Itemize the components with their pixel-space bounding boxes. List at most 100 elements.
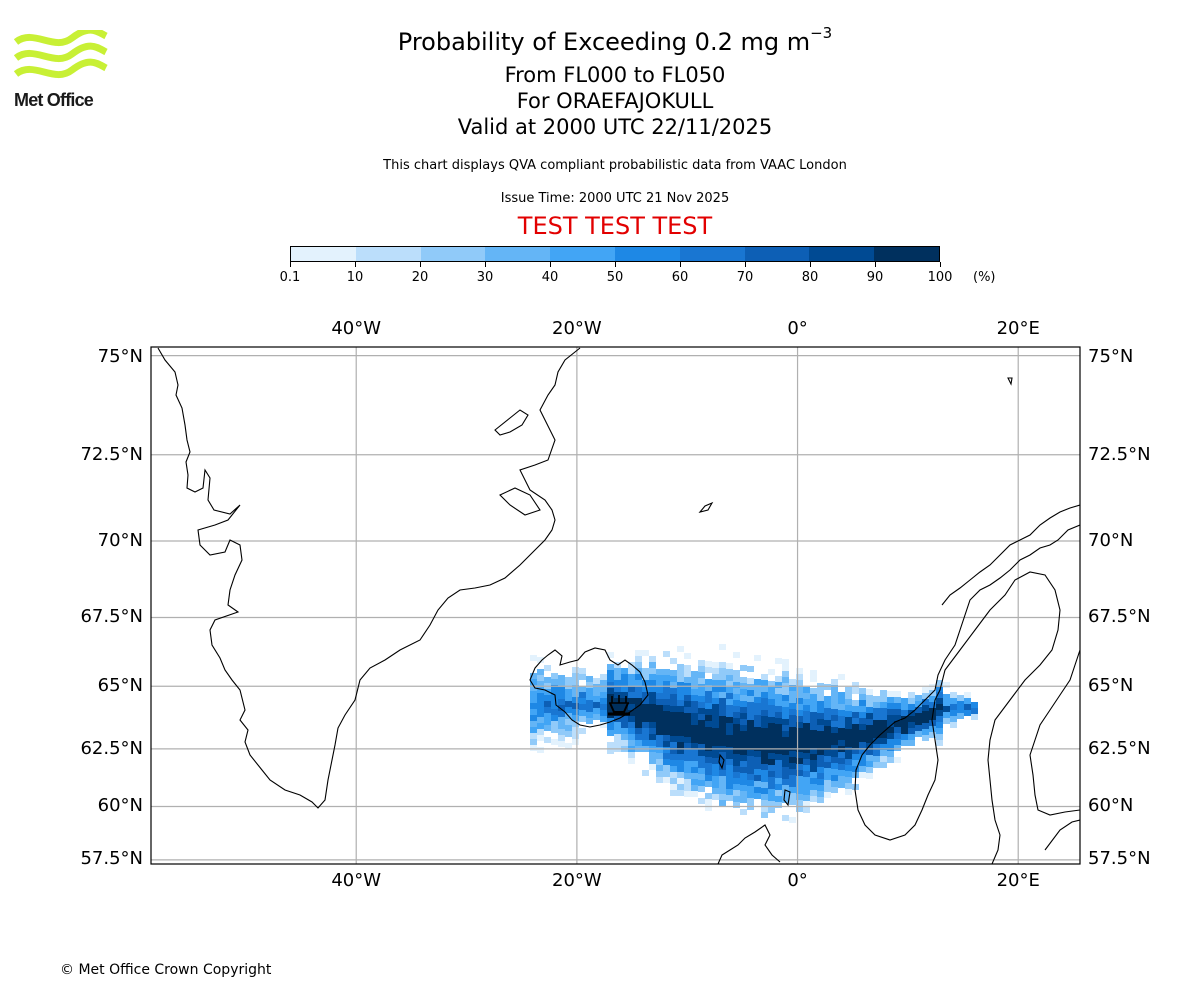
plume-cell (733, 784, 740, 790)
map-frame (150, 346, 1081, 865)
plume-cell (649, 662, 656, 668)
plume-cell (747, 768, 754, 774)
plume-cell (796, 776, 803, 782)
plume-cell (586, 676, 593, 682)
plume-cell (565, 707, 572, 713)
plume-cell (537, 681, 544, 687)
plume-cell (936, 704, 943, 710)
plume-cell (747, 780, 754, 786)
plume-cell (705, 751, 712, 757)
plume-cell (796, 674, 803, 680)
plume-cell (530, 685, 537, 691)
plume-cell (754, 733, 761, 739)
colorbar (290, 246, 940, 262)
plume-cell (628, 674, 635, 680)
plume-cell (796, 788, 803, 794)
plume-cell (775, 724, 782, 730)
copyright-notice: © Met Office Crown Copyright (60, 962, 272, 978)
plume-cell (551, 685, 558, 691)
plume-cell (684, 737, 691, 743)
plume-cell (775, 676, 782, 682)
plume-cell (642, 692, 649, 698)
plume-cell (558, 717, 565, 723)
plume-cell (768, 741, 775, 747)
plume-cell (530, 715, 537, 721)
plume-cell (698, 720, 705, 726)
plume-cell (747, 714, 754, 720)
plume-cell (656, 747, 663, 753)
plume-cell (831, 709, 838, 715)
plume-cell (831, 733, 838, 739)
plume-cell (558, 681, 565, 687)
plume-cell (810, 736, 817, 742)
plume-cell (698, 732, 705, 738)
plume-cell (782, 689, 789, 695)
plume-cell (831, 715, 838, 721)
plume-cell (817, 743, 824, 749)
plume-cell (873, 696, 880, 702)
plume-cell (684, 725, 691, 731)
plume-cell (971, 702, 978, 708)
plume-cell (789, 733, 796, 739)
plume-cell (663, 747, 670, 753)
plume-cell (761, 758, 768, 764)
plume-cell (761, 776, 768, 782)
met-office-waves-icon (13, 26, 108, 79)
plume-cell (656, 759, 663, 765)
plume-cell (663, 693, 670, 699)
plume-cell (810, 712, 817, 718)
plume-cell (817, 713, 824, 719)
plume-cell (635, 710, 642, 716)
plume-cell (810, 784, 817, 790)
plume-cell (894, 721, 901, 727)
plume-cell (642, 674, 649, 680)
plume-cell (845, 753, 852, 759)
plume-cell (607, 664, 614, 670)
plume-cell (936, 740, 943, 746)
plume-cell (677, 682, 684, 688)
plume-cell (712, 788, 719, 794)
plume-cell (936, 692, 943, 698)
plume-cell (845, 699, 852, 705)
plume-cell (789, 739, 796, 745)
plume-cell (572, 733, 579, 739)
plume-cell (768, 693, 775, 699)
plume-cell (537, 699, 544, 705)
plume-cell (649, 722, 656, 728)
plume-cell (733, 700, 740, 706)
plume-cell (852, 712, 859, 718)
plume-cell (740, 695, 747, 701)
plume-cell (558, 729, 565, 735)
plume-cell (810, 754, 817, 760)
plume-cell (649, 668, 656, 674)
ash-probability-plume (530, 644, 978, 823)
plume-cell (782, 815, 789, 821)
plume-cell (719, 752, 726, 758)
plume-cell (740, 767, 747, 773)
plume-cell (530, 721, 537, 727)
logo-text: Met Office (14, 90, 94, 110)
plume-cell (740, 701, 747, 707)
plume-cell (670, 670, 677, 676)
plume-cell (817, 755, 824, 761)
plume-cell (558, 687, 565, 693)
plume-cell (719, 776, 726, 782)
plume-cell (726, 705, 733, 711)
plume-cell (621, 686, 628, 692)
plume-cell (908, 698, 915, 704)
plume-cell (635, 734, 642, 740)
plume-cell (530, 739, 537, 745)
plume-cell (719, 644, 726, 650)
plume-cell (684, 791, 691, 797)
colorbar-segment (550, 247, 615, 261)
plume-cell (649, 704, 656, 710)
plume-cell (831, 739, 838, 745)
plume-cell (754, 679, 761, 685)
plume-cell (684, 743, 691, 749)
plume-cell (789, 787, 796, 793)
plume-cell (831, 697, 838, 703)
plume-cell (607, 676, 614, 682)
plume-cell (656, 699, 663, 705)
plume-cell (551, 703, 558, 709)
plume-cell (586, 718, 593, 724)
